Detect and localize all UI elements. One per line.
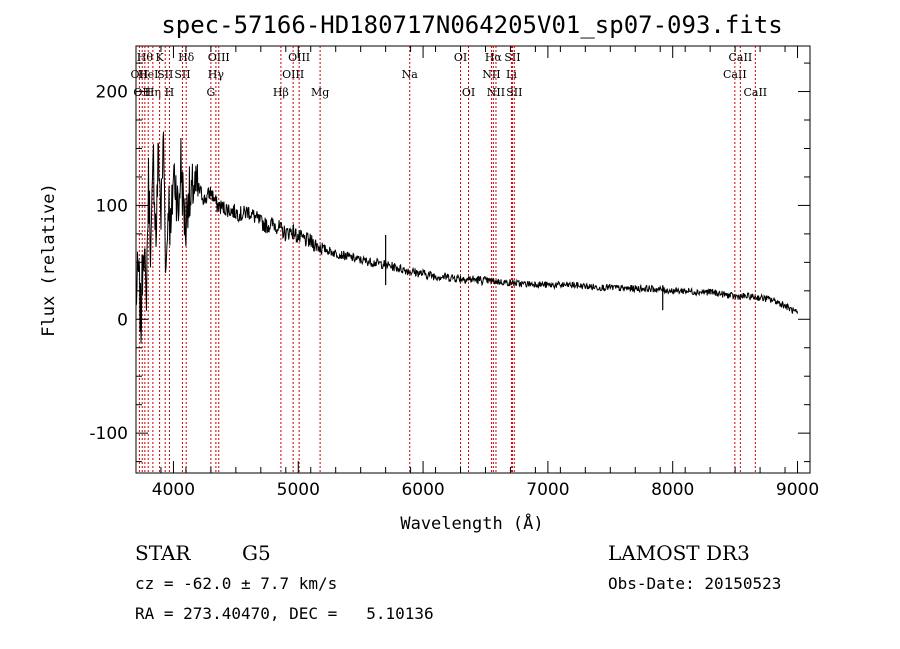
- y-tick-label: 0: [117, 310, 128, 330]
- spectral-line-label: OIII: [282, 68, 304, 81]
- spectral-line-label: OII: [133, 86, 151, 99]
- flux-line: [135, 131, 798, 344]
- spectral-line-label: SII: [174, 68, 190, 81]
- spectral-line-label: Li: [506, 68, 517, 81]
- spectral-line-label: H: [165, 86, 175, 99]
- y-axis-label: Flux (relative): [39, 183, 59, 337]
- x-axis-label: Wavelength (Å): [400, 512, 543, 534]
- spectral-line-label: NII: [482, 68, 500, 81]
- spectral-line-label: OIII: [288, 51, 310, 64]
- x-tick-label: 7000: [526, 480, 569, 500]
- coordinates-text: RA = 273.40470, DEC = 5.10136: [135, 604, 434, 623]
- spectral-line-markers: OII OII Hθ HeI Hη K SII H SII Hδ G Hγ OIII Hβ OIII OIII…: [131, 46, 767, 473]
- y-tick-label: 100: [96, 196, 128, 216]
- spectral-line-label: SII: [157, 68, 173, 81]
- x-tick-label: 6000: [401, 480, 444, 500]
- spectral-line-label: OI: [462, 86, 475, 99]
- object-class: STAR: [135, 541, 191, 565]
- plot-frame: [135, 45, 811, 474]
- spectral-line-label: Hη: [145, 86, 161, 99]
- spectral-line-label: CaII: [729, 51, 753, 64]
- spectral-line-label: K: [155, 51, 164, 64]
- x-tick-label: 5000: [277, 480, 320, 500]
- redshift-text: cz = -62.0 ± 7.7 km/s: [135, 574, 337, 593]
- y-tick-label: 200: [96, 83, 128, 103]
- axis-tick-labels: 4000 5000 6000 7000 8000 9000 -100 0 100 200: [89, 83, 819, 500]
- x-tick-label: 9000: [776, 480, 819, 500]
- spectral-line-label: Hβ: [273, 86, 289, 99]
- spectral-line-label: Mg: [311, 86, 329, 99]
- spectral-line-label: OI: [454, 51, 467, 64]
- spectral-line-label: G: [206, 86, 215, 99]
- spectral-line-label: SII: [506, 86, 522, 99]
- spectral-line-label: OII: [131, 68, 149, 81]
- x-tick-label: 8000: [651, 480, 694, 500]
- spectral-type: G5: [242, 541, 271, 565]
- spectral-line-label: NII: [487, 86, 505, 99]
- flux-spikes: [385, 235, 664, 311]
- y-tick-label: -100: [89, 424, 128, 444]
- spectral-line-label: Hα: [485, 51, 503, 64]
- spectral-line-label: Na: [402, 68, 419, 81]
- spectral-line-label: CaII: [743, 86, 767, 99]
- chart-title: spec-57166-HD180717N064205V01_sp07-093.f…: [161, 11, 782, 39]
- spectral-line-label: OIII: [208, 51, 230, 64]
- survey-name: LAMOST DR3: [608, 541, 750, 565]
- spectral-line-label: Hγ: [208, 68, 225, 81]
- x-tick-label: 4000: [152, 480, 195, 500]
- axis-ticks: [135, 46, 811, 473]
- obs-date-text: Obs-Date: 20150523: [608, 574, 781, 593]
- spectral-line-label: SII: [504, 51, 520, 64]
- spectral-line-label: Hθ: [137, 51, 154, 64]
- spectral-line-label: CaII: [723, 68, 747, 81]
- spectral-line-label: HeI: [138, 68, 158, 81]
- spectral-line-label: Hδ: [178, 51, 195, 64]
